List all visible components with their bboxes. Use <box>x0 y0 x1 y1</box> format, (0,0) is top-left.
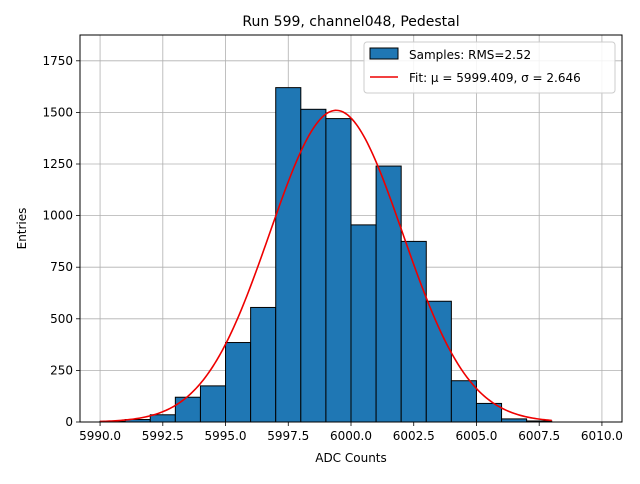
y-tick-label: 1500 <box>42 105 73 119</box>
x-axis-ticks: 5990.0 5992.5 5995.0 5997.5 6000.0 6002.5 6005… <box>79 422 623 443</box>
histogram-bar <box>375 165 402 423</box>
x-tick-label: 6005.0 <box>455 429 497 443</box>
y-tick-label: 1250 <box>42 157 73 171</box>
x-tick-label: 6010.0 <box>581 429 623 443</box>
histogram-bar <box>300 108 327 423</box>
y-tick-label: 1000 <box>42 209 73 223</box>
x-tick-label: 5995.0 <box>205 429 247 443</box>
legend-label-samples: Samples: RMS=2.52 <box>409 48 531 62</box>
histogram-bar <box>325 118 352 423</box>
histogram-bar <box>250 306 277 423</box>
histogram-bar <box>275 87 302 423</box>
legend-swatch-samples <box>369 47 399 60</box>
chart-title: Run 599, channel048, Pedestal <box>242 14 459 30</box>
histogram-bars <box>99 87 553 423</box>
legend: Samples: RMS=2.52 Fit: μ = 5999.409, σ =… <box>363 41 616 94</box>
histogram-bar <box>199 385 227 423</box>
gaussian-fit-line <box>100 109 552 423</box>
histogram-bar <box>400 240 427 423</box>
y-axis-label: Entries <box>15 208 29 250</box>
x-tick-label: 6002.5 <box>393 429 435 443</box>
fit-curve-group <box>100 109 552 423</box>
y-tick-label: 1750 <box>42 54 73 68</box>
x-tick-label: 5997.5 <box>267 429 309 443</box>
y-tick-label: 0 <box>65 415 73 429</box>
legend-frame <box>363 41 616 94</box>
histogram-bar <box>425 300 452 423</box>
y-tick-label: 250 <box>50 363 73 377</box>
y-axis-ticks: 0 250 500 750 1000 1250 1500 1750 <box>42 54 80 429</box>
x-tick-label: 6007.5 <box>518 429 560 443</box>
x-tick-label: 5990.0 <box>79 429 121 443</box>
histogram-bar <box>450 380 477 423</box>
y-tick-label: 750 <box>50 260 73 274</box>
histogram-bar <box>350 224 377 423</box>
x-tick-label: 5992.5 <box>142 429 184 443</box>
legend-label-fit: Fit: μ = 5999.409, σ = 2.646 <box>409 71 581 85</box>
histogram-bar <box>225 342 252 423</box>
histogram-bar <box>149 414 176 423</box>
histogram-bar <box>174 396 201 423</box>
x-axis-label: ADC Counts <box>315 451 387 465</box>
x-tick-label: 6000.0 <box>330 429 372 443</box>
y-tick-label: 500 <box>50 312 73 326</box>
